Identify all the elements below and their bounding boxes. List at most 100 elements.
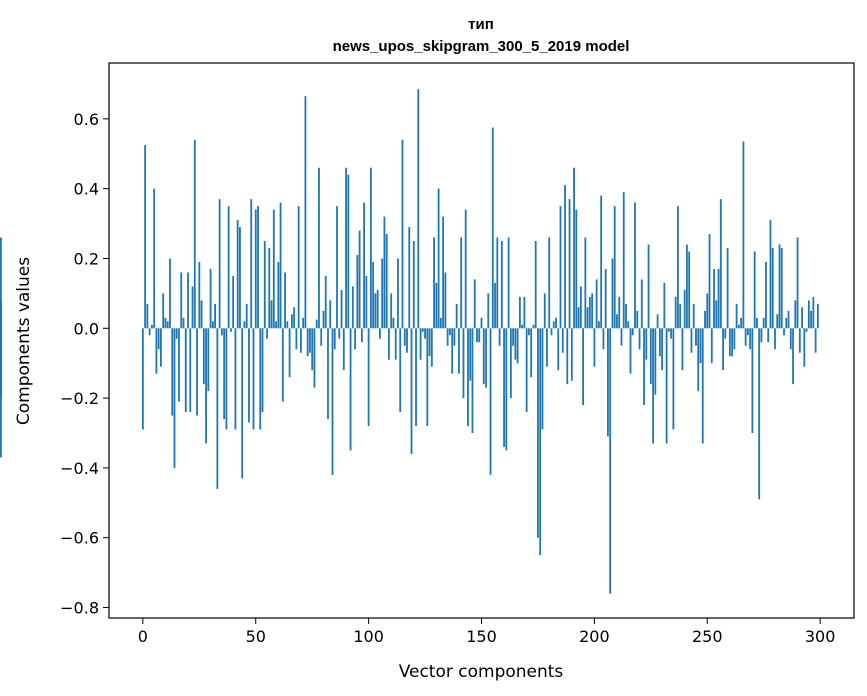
bar bbox=[724, 328, 727, 339]
bar bbox=[342, 328, 345, 371]
bar bbox=[783, 328, 785, 336]
bar bbox=[193, 139, 196, 329]
bar bbox=[286, 321, 289, 329]
bar bbox=[182, 317, 185, 329]
bar bbox=[433, 237, 435, 329]
bar bbox=[471, 328, 474, 433]
bar bbox=[473, 279, 476, 329]
bar bbox=[141, 328, 144, 430]
bar bbox=[412, 241, 415, 329]
bar bbox=[789, 328, 792, 350]
bar bbox=[245, 303, 248, 329]
bar bbox=[546, 328, 548, 367]
bar bbox=[288, 328, 291, 378]
bar bbox=[385, 234, 388, 329]
bar bbox=[731, 328, 733, 357]
bar bbox=[530, 328, 533, 378]
bar bbox=[674, 296, 677, 329]
bar bbox=[191, 286, 194, 329]
bar bbox=[284, 272, 286, 329]
bar bbox=[667, 328, 670, 332]
bar bbox=[426, 328, 429, 427]
bar bbox=[340, 289, 343, 329]
bar bbox=[652, 328, 654, 444]
bar bbox=[397, 258, 399, 329]
bar bbox=[740, 317, 743, 329]
bar bbox=[692, 303, 695, 329]
bar bbox=[629, 328, 632, 374]
bar bbox=[451, 328, 454, 374]
bar bbox=[306, 328, 309, 357]
bar bbox=[469, 328, 472, 381]
bar bbox=[636, 310, 639, 329]
bar bbox=[162, 293, 165, 329]
bar bbox=[539, 328, 542, 556]
y-tick-label: −0.8 bbox=[60, 599, 99, 618]
bar bbox=[175, 328, 178, 339]
bar bbox=[460, 237, 463, 329]
bar bbox=[505, 328, 508, 451]
bar bbox=[812, 296, 815, 329]
bar bbox=[737, 324, 740, 329]
bar bbox=[166, 321, 169, 329]
bar bbox=[453, 328, 456, 346]
bar bbox=[523, 296, 526, 329]
bar bbox=[455, 303, 458, 329]
bar bbox=[548, 237, 551, 329]
bar bbox=[778, 244, 781, 329]
bar bbox=[550, 328, 553, 336]
bar bbox=[318, 167, 320, 329]
bar bbox=[591, 293, 594, 329]
bar bbox=[150, 324, 153, 329]
bar bbox=[295, 328, 298, 350]
bar bbox=[570, 328, 573, 381]
bar bbox=[564, 185, 566, 329]
bar bbox=[640, 279, 643, 329]
bar bbox=[435, 282, 438, 329]
bar bbox=[577, 307, 580, 329]
bar bbox=[363, 202, 366, 329]
bar bbox=[602, 328, 605, 350]
bar bbox=[148, 328, 151, 336]
bar bbox=[230, 328, 232, 332]
bar bbox=[424, 328, 426, 339]
bar bbox=[155, 328, 158, 374]
bar bbox=[704, 310, 706, 329]
bar bbox=[227, 206, 230, 329]
bar bbox=[744, 328, 747, 346]
x-tick-label: 100 bbox=[353, 627, 384, 646]
bar bbox=[487, 293, 490, 329]
bar bbox=[293, 307, 296, 329]
bar bbox=[236, 220, 239, 329]
y-tick-label: −0.4 bbox=[60, 459, 99, 478]
bar bbox=[327, 328, 329, 420]
bar bbox=[582, 328, 584, 406]
bar bbox=[607, 328, 609, 437]
bar bbox=[509, 328, 512, 399]
bar bbox=[631, 328, 634, 336]
bar bbox=[679, 303, 682, 329]
bar bbox=[171, 328, 174, 416]
bar bbox=[399, 328, 402, 413]
bar bbox=[403, 328, 406, 346]
bar bbox=[146, 303, 149, 329]
bar bbox=[275, 321, 277, 329]
bar bbox=[489, 328, 492, 475]
bar bbox=[742, 141, 745, 329]
bar bbox=[701, 328, 704, 444]
bar bbox=[290, 314, 293, 329]
bar bbox=[627, 321, 630, 329]
bar bbox=[656, 314, 659, 329]
bar bbox=[157, 328, 160, 350]
bar bbox=[180, 272, 183, 329]
bar bbox=[491, 127, 494, 329]
bar bbox=[281, 328, 284, 402]
bar bbox=[234, 328, 237, 430]
bar bbox=[620, 328, 623, 346]
bar bbox=[518, 296, 521, 329]
bar bbox=[658, 328, 661, 357]
bar bbox=[559, 206, 562, 329]
bar bbox=[708, 234, 711, 329]
bar bbox=[638, 328, 641, 350]
